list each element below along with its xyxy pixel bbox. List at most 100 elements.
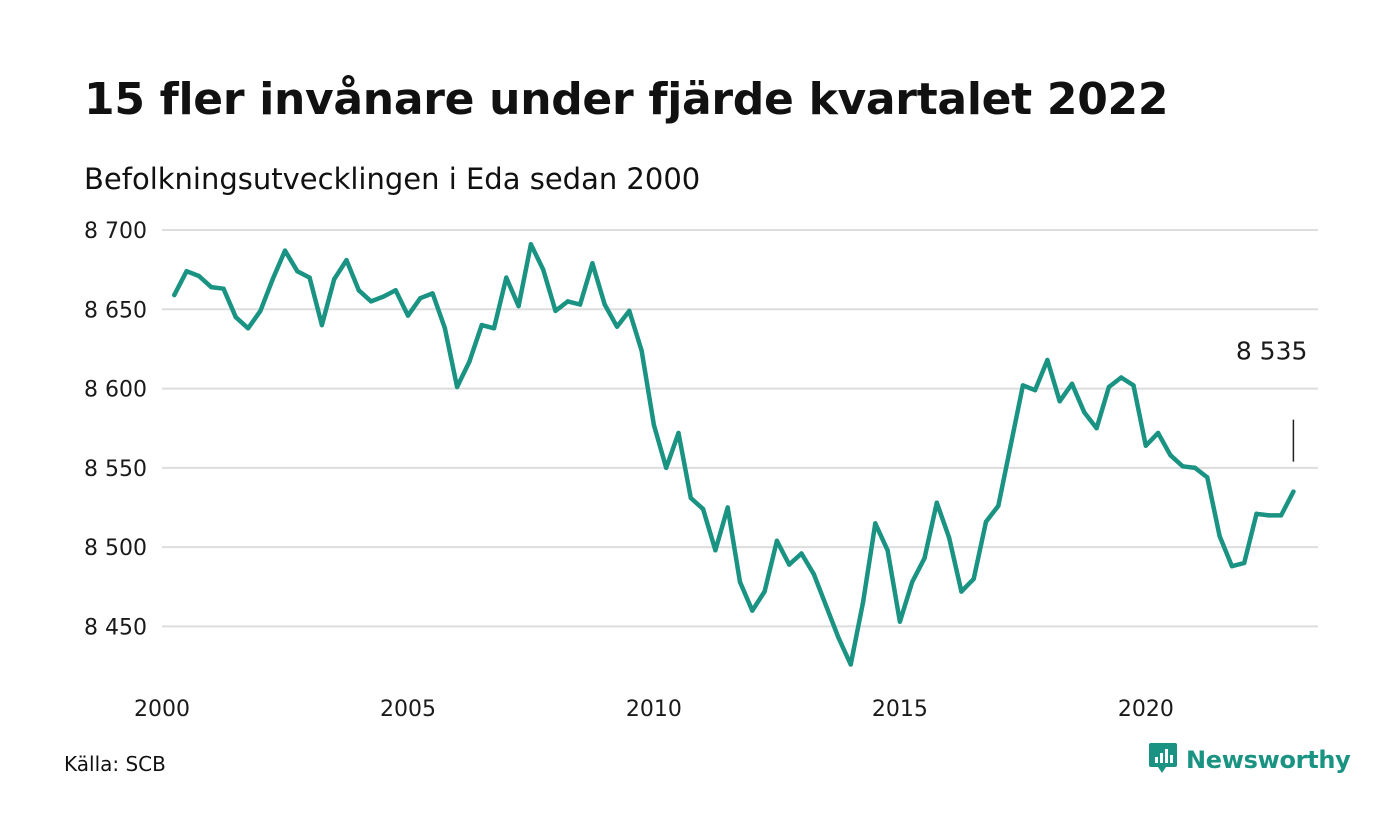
data-point (1069, 381, 1075, 387)
data-point (479, 322, 484, 328)
x-tick-label: 2000 (134, 697, 190, 722)
x-tick-label: 2020 (1118, 697, 1174, 722)
y-tick-label: 8 500 (84, 536, 147, 561)
annotation-label: 8 535 (1236, 337, 1308, 366)
data-point (172, 292, 177, 298)
data-point (1291, 489, 1296, 494)
data-point (307, 275, 312, 280)
data-point (319, 322, 325, 328)
chart-title: 15 fler invånare under fjärde kvartalet … (84, 74, 1169, 125)
data-point (1020, 383, 1026, 388)
data-point (467, 359, 472, 364)
data-point (996, 503, 1001, 509)
series-line (172, 242, 1296, 667)
data-point (1192, 465, 1198, 471)
data-point (208, 284, 214, 290)
data-point (565, 299, 571, 304)
data-point (1229, 563, 1235, 569)
data-point (590, 261, 595, 266)
data-point (1180, 464, 1185, 469)
data-point (602, 302, 607, 307)
data-point (331, 276, 337, 282)
data-point (1094, 426, 1099, 431)
newsworthy-logo-icon (1148, 742, 1178, 778)
y-axis-ticks: 8 450 8 500 8 550 8 600 8 650 8 700 (84, 219, 147, 640)
y-tick-label: 8 650 (84, 298, 147, 323)
data-point (627, 308, 632, 314)
data-point (1278, 513, 1284, 518)
x-tick-label: 2015 (872, 697, 928, 722)
data-point (282, 248, 288, 253)
data-point (811, 571, 816, 577)
data-point (381, 294, 386, 299)
data-point (577, 302, 583, 307)
data-point (1205, 475, 1210, 480)
data-point (786, 562, 792, 567)
data-point (959, 589, 964, 594)
data-point (848, 662, 853, 667)
data-point (1131, 383, 1136, 388)
y-tick-label: 8 450 (84, 615, 147, 640)
y-tick-label: 8 550 (84, 457, 147, 482)
data-point (418, 295, 423, 301)
brand-logo: Newsworthy (1148, 742, 1351, 778)
data-point (725, 505, 730, 510)
data-point (1155, 430, 1161, 436)
source-label: Källa: SCB (64, 752, 166, 776)
data-point (1168, 452, 1173, 458)
data-point (344, 257, 349, 263)
data-point (639, 348, 644, 353)
data-point (1082, 410, 1087, 415)
data-point (664, 465, 669, 471)
data-point (454, 384, 460, 390)
data-point (737, 579, 743, 585)
data-point (1119, 375, 1124, 380)
data-point (1254, 511, 1259, 517)
annotation-layer: 8 535 (1236, 337, 1308, 462)
data-point (1008, 443, 1013, 448)
data-point (1045, 357, 1050, 363)
data-point (860, 600, 866, 605)
y-tick-label: 8 600 (84, 378, 147, 403)
data-point (774, 538, 780, 543)
data-point (1266, 513, 1272, 518)
data-point (823, 603, 829, 609)
data-point (676, 430, 681, 436)
data-point (504, 275, 509, 280)
data-point (762, 589, 767, 594)
x-tick-label: 2010 (626, 697, 682, 722)
data-point (528, 242, 534, 247)
y-tick-label: 8 700 (84, 219, 147, 244)
data-point (1057, 399, 1062, 404)
data-point (258, 308, 263, 314)
data-point (897, 619, 903, 624)
data-point (1143, 443, 1149, 448)
data-point (836, 635, 841, 640)
data-point (196, 273, 202, 279)
data-point (651, 422, 657, 428)
data-point (553, 308, 558, 314)
data-point (885, 548, 890, 553)
data-point (245, 326, 251, 331)
data-point (516, 303, 521, 309)
grid-lines (162, 229, 1318, 628)
data-point (946, 535, 952, 540)
data-point (184, 269, 189, 274)
data-point (873, 521, 878, 526)
data-point (688, 495, 694, 501)
data-point (983, 519, 989, 524)
data-point (713, 548, 718, 553)
data-point (922, 556, 927, 561)
data-point (356, 288, 361, 293)
data-point (1106, 384, 1112, 390)
data-point (491, 326, 497, 331)
x-axis-ticks: 2000 2005 2010 2015 2020 (134, 697, 1174, 722)
data-point (909, 579, 915, 585)
data-point (541, 267, 546, 272)
data-point (295, 269, 300, 274)
data-point (971, 576, 976, 582)
data-point (700, 506, 706, 512)
data-point (270, 276, 275, 282)
data-point (430, 291, 435, 296)
